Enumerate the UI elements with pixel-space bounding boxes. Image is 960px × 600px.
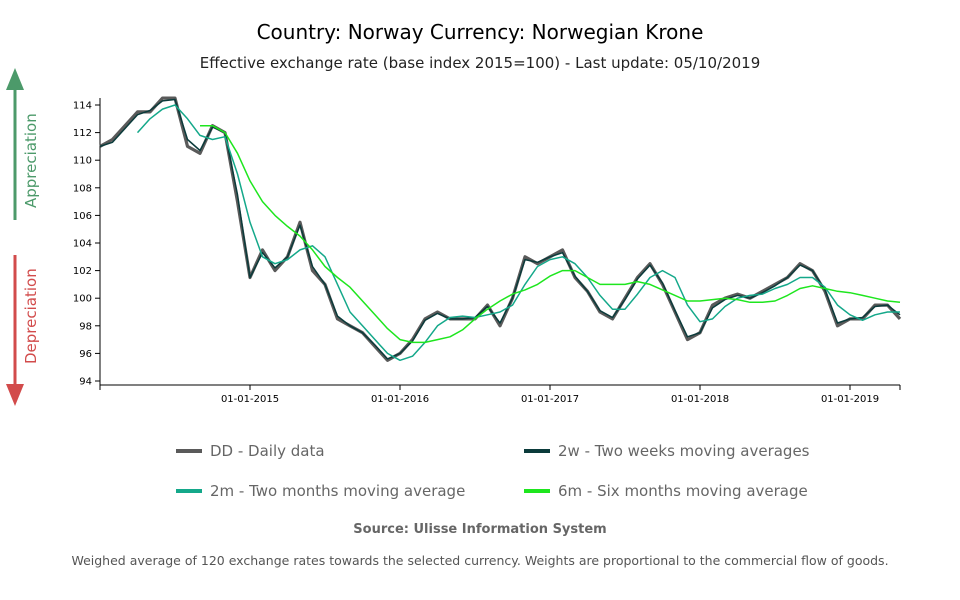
series-dd-line-group — [99, 96, 902, 362]
x-tick-label: 01-01-2015 — [221, 394, 279, 405]
y-tick-label: 108 — [73, 183, 92, 194]
y-tick-label: 104 — [73, 239, 92, 250]
x-tick-label: 01-01-2016 — [371, 394, 429, 405]
chart-subtitle: Effective exchange rate (base index 2015… — [199, 54, 761, 72]
legend-label: 6m - Six months moving average — [558, 482, 808, 500]
y-tick-label: 96 — [79, 349, 92, 360]
depreciation-arrow-icon — [6, 255, 24, 406]
y-tick-label: 102 — [73, 266, 92, 277]
series-2m-line — [136, 104, 900, 362]
legend-item-6m[interactable]: 6m - Six months moving average — [524, 482, 808, 500]
x-tick-label: 01-01-2017 — [521, 394, 579, 405]
y-tick-label: 114 — [73, 101, 92, 112]
legend-swatch — [524, 449, 550, 453]
series-2w-line-group — [99, 98, 901, 360]
legend-swatch — [176, 489, 202, 493]
x-tick-label: 01-01-2018 — [671, 394, 729, 405]
legend-label: 2m - Two months moving average — [210, 482, 466, 500]
series-6m-line-group — [199, 124, 901, 344]
y-tick-label: 94 — [79, 377, 92, 388]
footnote: Weighed average of 120 exchange rates to… — [71, 553, 889, 568]
y-tick-label: 100 — [73, 294, 92, 305]
legend-item-dd[interactable]: DD - Daily data — [176, 442, 325, 460]
legend-swatch — [524, 489, 550, 493]
series-2m-line-group — [136, 104, 901, 362]
legend-item-2m[interactable]: 2m - Two months moving average — [176, 482, 465, 500]
series-2w-line — [99, 98, 901, 360]
y-tick-label: 112 — [73, 128, 92, 139]
legend-swatch — [176, 449, 202, 453]
source-text: Source: Ulisse Information System — [353, 522, 607, 537]
appreciation-arrow-icon — [6, 68, 24, 220]
legend-label: DD - Daily data — [210, 442, 325, 460]
series-6m-line — [200, 124, 901, 344]
depreciation-label: Depreciation — [22, 268, 40, 364]
y-tick-label: 106 — [73, 211, 92, 222]
x-tick-label: 01-01-2019 — [821, 394, 879, 405]
legend-item-2w[interactable]: 2w - Two weeks moving averages — [524, 442, 810, 460]
legend-label: 2w - Two weeks moving averages — [558, 442, 810, 460]
y-tick-label: 98 — [79, 321, 92, 332]
appreciation-label: Appreciation — [22, 113, 40, 208]
y-tick-label: 110 — [73, 156, 92, 167]
chart-title: Country: Norway Currency: Norwegian Kron… — [256, 20, 704, 44]
